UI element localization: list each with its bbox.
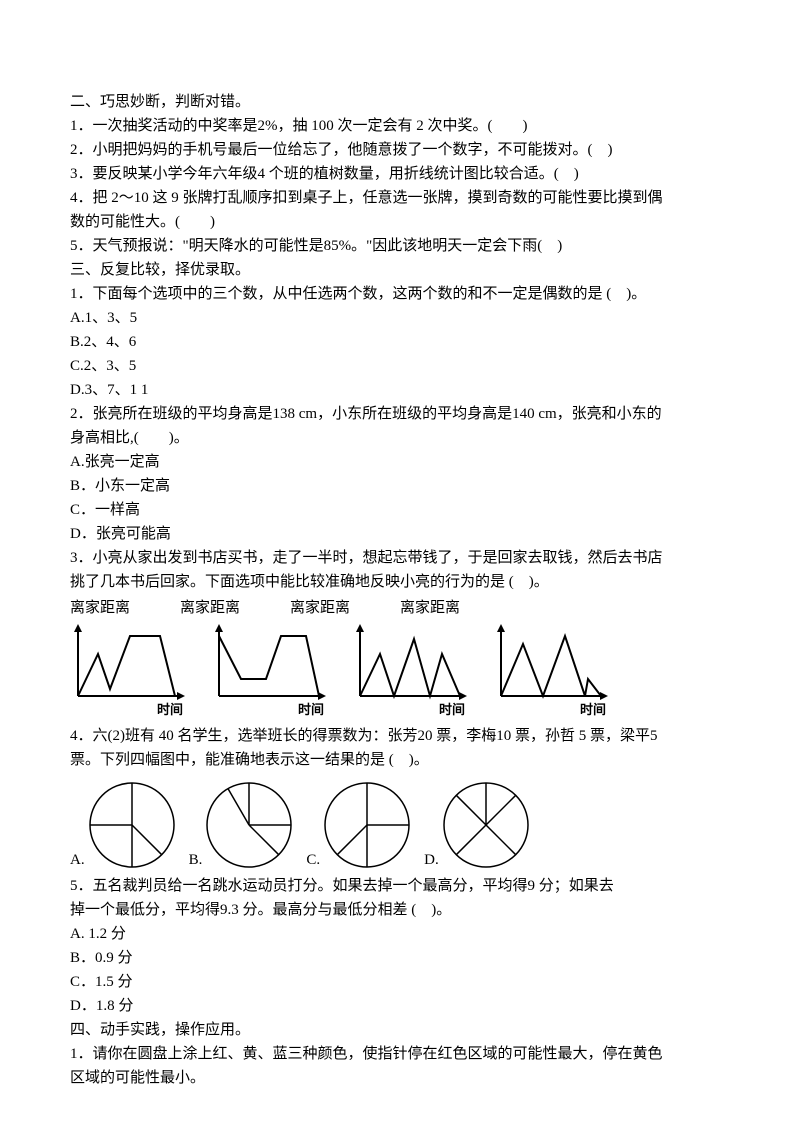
s2-q4a: 4．把 2～10 这 9 张牌打乱顺序扣到桌子上，任意选一张牌，摸到奇数的可能性… [70,186,730,210]
s2-q4b: 数的可能性大。( ) [70,210,730,234]
s3-q1: 1．下面每个选项中的三个数，从中任选两个数，这两个数的和不一定是偶数的是 ( )… [70,282,730,306]
s3-q5-ob: B．0.9 分 [70,946,730,970]
pie-label-a: A. [70,848,85,872]
svg-text:时间: 时间 [157,702,183,717]
q4-pies-row: A. B. C. D. [70,778,730,872]
pie-chart-c [320,778,414,872]
pie-label-d: D. [424,848,439,872]
s4-q1b: 区域的可能性最小。 [70,1066,730,1090]
svg-text:时间: 时间 [298,702,324,717]
s3-q4b: 票。下列四幅图中，能准确地表示这一结果的是 ( )。 [70,748,730,772]
pie-chart-b [202,778,296,872]
s3-q2-oc: C．一样高 [70,498,730,522]
pie-chart-a [85,778,179,872]
pie-label-c: C. [306,848,320,872]
s3-q5a: 5．五名裁判员给一名跳水运动员打分。如果去掉一个最高分，平均得9 分；如果去 [70,874,730,898]
chart-label-d: 离家距离 [400,596,460,620]
section-2-title: 二、巧思妙断，判断对错。 [70,90,730,114]
s3-q2-ob: B．小东一定高 [70,474,730,498]
pie-label-b: B. [189,848,203,872]
s3-q5-od: D．1.8 分 [70,994,730,1018]
s3-q5-oc: C．1.5 分 [70,970,730,994]
s3-q5-oa: A. 1.2 分 [70,922,730,946]
s2-q1: 1．一次抽奖活动的中奖率是2%，抽 100 次一定会有 2 次中奖。( ) [70,114,730,138]
s3-q3b: 挑了几本书后回家。下面选项中能比较准确地反映小亮的行为的是 ( )。 [70,570,730,594]
s3-q1d: D.3、7、1 1 [70,378,730,402]
s2-q3: 3．要反映某小学今年六年级4 个班的植树数量，用折线统计图比较合适。( ) [70,162,730,186]
section-3-title: 三、反复比较，择优录取。 [70,258,730,282]
s2-q5: 5．天气预报说："明天降水的可能性是85%。"因此该地明天一定会下雨( ) [70,234,730,258]
s3-q1b: B.2、4、6 [70,330,730,354]
s4-q1a: 1．请你在圆盘上涂上红、黄、蓝三种颜色，使指针停在红色区域的可能性最大，停在黄色 [70,1042,730,1066]
s3-q5b: 掉一个最低分，平均得9.3 分。最高分与最低分相差 ( )。 [70,898,730,922]
section-4-title: 四、动手实践，操作应用。 [70,1018,730,1042]
chart-label-c: 离家距离 [290,596,350,620]
chart-option-a: 时间 [70,624,185,720]
chart-option-c: 时间 [352,624,467,720]
s3-q2b: 身高相比,( )。 [70,426,730,450]
s3-q2-od: D．张亮可能高 [70,522,730,546]
chart-option-d: 时间 [493,624,608,720]
s3-q3a: 3．小亮从家出发到书店买书，走了一半时，想起忘带钱了，于是回家去取钱，然后去书店 [70,546,730,570]
s3-q2-oa: A.张亮一定高 [70,450,730,474]
chart-label-a: 离家距离 [70,596,130,620]
q3-charts-row: 时间 时间 时间 时间 [70,624,730,720]
s2-q2: 2．小明把妈妈的手机号最后一位给忘了，他随意拨了一个数字，不可能拨对。( ) [70,138,730,162]
s3-q1a: A.1、3、5 [70,306,730,330]
pie-chart-d [439,778,533,872]
svg-text:时间: 时间 [580,702,606,717]
svg-text:时间: 时间 [439,702,465,717]
s3-q1c: C.2、3、5 [70,354,730,378]
chart-option-b: 时间 [211,624,326,720]
s3-q4a: 4．六(2)班有 40 名学生，选举班长的得票数为：张芳20 票，李梅10 票，… [70,724,730,748]
chart-label-b: 离家距离 [180,596,240,620]
s3-q2a: 2．张亮所在班级的平均身高是138 cm，小东所在班级的平均身高是140 cm，… [70,402,730,426]
